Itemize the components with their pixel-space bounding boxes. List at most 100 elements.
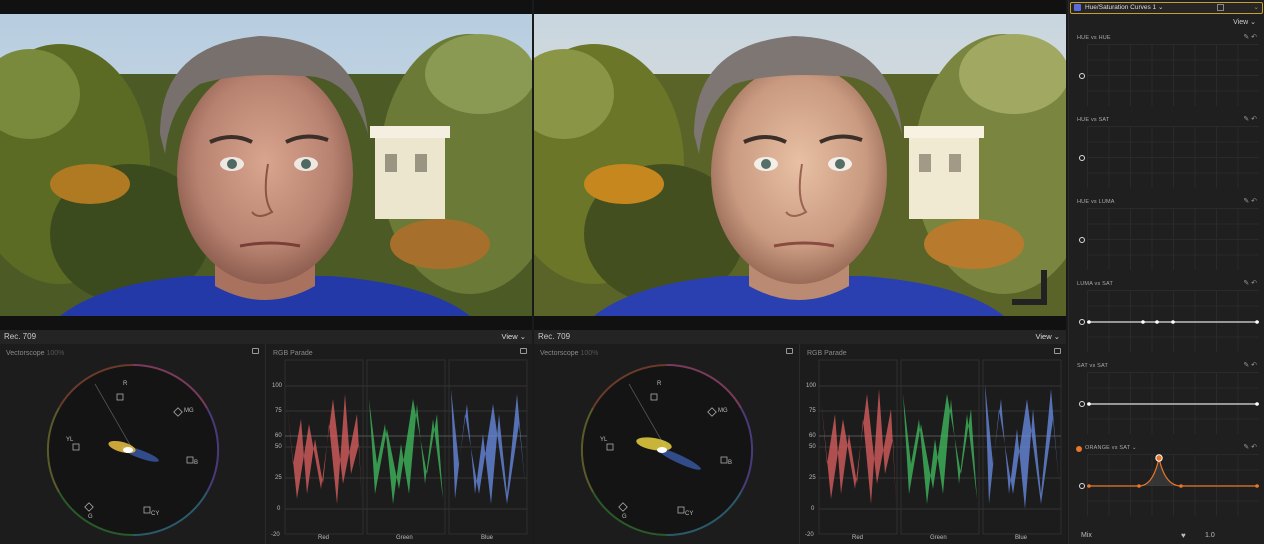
curve-title: SAT vs SAT	[1077, 363, 1109, 369]
vectorscope: Vectorscope 100% R	[534, 344, 800, 544]
curve-luma-vs-sat: LUMA vs SAT ✎ ↶	[1073, 276, 1261, 356]
rgb-parade-title: RGB Parade	[273, 350, 313, 357]
curve-graph[interactable]	[1073, 30, 1261, 110]
orange-swatch-icon[interactable]	[1076, 446, 1082, 452]
curve-title: LUMA vs SAT	[1077, 281, 1114, 287]
viewer-graded	[534, 0, 1066, 330]
parade-channel-blue: Blue	[481, 535, 494, 541]
parade-tick-60: 60	[809, 433, 816, 439]
curve-grid[interactable]	[1087, 126, 1259, 188]
parade-tick-75: 75	[275, 408, 282, 414]
parade-channel-green: Green	[930, 535, 947, 541]
curve-hue-vs-hue: HUE vs HUE ✎ ↶	[1073, 30, 1261, 110]
vectorscope-target-yl: YL	[66, 437, 74, 443]
vectorscope-target-b: B	[728, 460, 733, 466]
mix-control: Mix ♥ 1.0	[1069, 530, 1264, 544]
scope-colorspace-label: Rec. 709	[538, 332, 571, 341]
parade-channel-green: Green	[396, 535, 413, 541]
viewer-image-graded	[534, 14, 1066, 316]
eyedropper-icon[interactable]: ✎ ↶	[1243, 116, 1257, 123]
curve-graph[interactable]	[1073, 276, 1261, 356]
curve-graph[interactable]	[1073, 194, 1261, 274]
rgb-parade-title: RGB Parade	[807, 350, 847, 357]
curve-grid[interactable]	[1087, 44, 1259, 106]
vectorscope-graticule	[580, 363, 754, 537]
scope-view-menu[interactable]: View ⌄	[501, 332, 527, 341]
rgb-parade: RGB Parade 100 75 60 50 25 0	[801, 344, 1066, 544]
inspector-view-menu[interactable]: View ⌄	[1233, 19, 1256, 26]
effect-reset-icon[interactable]	[1217, 4, 1224, 11]
parade-channel-blue: Blue	[1015, 535, 1028, 541]
eyedropper-icon[interactable]: ✎ ↶	[1243, 198, 1257, 205]
curve-title: HUE vs SAT	[1077, 117, 1110, 123]
parade-tick-75: 75	[809, 408, 816, 414]
curve-graph[interactable]	[1073, 440, 1261, 520]
scope-settings-icon[interactable]	[520, 348, 527, 354]
parade-tick-50: 50	[275, 444, 282, 450]
parade-tick-50: 50	[809, 444, 816, 450]
scope-view-menu[interactable]: View ⌄	[1035, 332, 1061, 341]
curve-sat-vs-sat: SAT vs SAT ✎ ↶	[1073, 358, 1261, 438]
curve-graph[interactable]	[1073, 358, 1261, 438]
hue-saturation-inspector: Hue/Saturation Curves 1 ⌄ ⌄ View ⌄ HUE v…	[1068, 0, 1264, 544]
vectorscope-target-g: G	[88, 514, 93, 520]
eyedropper-icon[interactable]: ✎ ↶	[1243, 444, 1257, 451]
parade-channel-red: Red	[318, 535, 330, 541]
vectorscope-target-b: B	[194, 460, 199, 466]
eyedropper-icon[interactable]: ✎ ↶	[1243, 362, 1257, 369]
mix-label: Mix	[1081, 532, 1092, 539]
vectorscope-graticule	[46, 363, 220, 537]
vectorscope-target-yl: YL	[600, 437, 608, 443]
scope-settings-icon[interactable]	[252, 348, 259, 354]
vectorscope-target-mg: MG	[184, 408, 194, 414]
parade-tick-neg20: -20	[805, 532, 814, 538]
curve-grid[interactable]	[1087, 208, 1259, 270]
vectorscope-target-g: G	[622, 514, 627, 520]
parade-tick-25: 25	[809, 475, 816, 481]
rgb-parade: RGB Parade 100 75 60 50 25 0	[267, 344, 532, 544]
vectorscope-target-r: R	[657, 381, 662, 387]
curve-orange-vs-sat: ORANGE vs SAT ⌄ ✎ ↶	[1073, 440, 1261, 520]
viewer-image-original	[0, 14, 532, 316]
vectorscope-title: Vectorscope 100%	[6, 350, 65, 357]
scopes-original: Rec. 709 View ⌄ Vectorscope 100%	[0, 330, 532, 544]
effect-title[interactable]: Hue/Saturation Curves 1 ⌄	[1085, 4, 1164, 11]
parade-tick-60: 60	[275, 433, 282, 439]
curve-hue-vs-luma: HUE vs LUMA ✎ ↶	[1073, 194, 1261, 274]
parade-channel-red: Red	[852, 535, 864, 541]
vectorscope-title: Vectorscope 100%	[540, 350, 599, 357]
parade-tick-neg20: -20	[271, 532, 280, 538]
mix-keyframe-icon[interactable]: ♥	[1181, 531, 1186, 540]
effect-enable-checkbox[interactable]	[1074, 4, 1081, 11]
curve-grid[interactable]	[1087, 372, 1259, 434]
effect-header[interactable]: Hue/Saturation Curves 1 ⌄ ⌄	[1070, 2, 1263, 14]
parade-tick-100: 100	[806, 383, 817, 389]
eyedropper-icon[interactable]: ✎ ↶	[1243, 280, 1257, 287]
scope-settings-icon[interactable]	[1054, 348, 1061, 354]
vectorscope: Vectorscope 100% R	[0, 344, 266, 544]
vectorscope-target-r: R	[123, 381, 128, 387]
rgb-parade-graph	[818, 359, 1062, 535]
curve-title[interactable]: ORANGE vs SAT ⌄	[1085, 445, 1137, 451]
parade-tick-25: 25	[275, 475, 282, 481]
curve-graph[interactable]	[1073, 112, 1261, 192]
mix-value[interactable]: 1.0	[1205, 532, 1215, 539]
chevron-down-icon[interactable]: ⌄	[1253, 4, 1259, 11]
eyedropper-icon[interactable]: ✎ ↶	[1243, 34, 1257, 41]
rgb-parade-graph	[284, 359, 528, 535]
scope-colorspace-label: Rec. 709	[4, 332, 37, 341]
parade-tick-0: 0	[277, 506, 281, 512]
scope-settings-icon[interactable]	[786, 348, 793, 354]
curve-title: HUE vs LUMA	[1077, 199, 1115, 205]
curve-hue-vs-sat: HUE vs SAT ✎ ↶	[1073, 112, 1261, 192]
parade-tick-0: 0	[811, 506, 815, 512]
scopes-graded: Rec. 709 View ⌄ Vectorscope 100%	[534, 330, 1066, 544]
curve-title: HUE vs HUE	[1077, 35, 1111, 41]
parade-tick-100: 100	[272, 383, 283, 389]
scope-header: Rec. 709 View ⌄	[0, 330, 532, 344]
vectorscope-target-cy: CY	[151, 511, 160, 517]
scope-header: Rec. 709 View ⌄	[534, 330, 1066, 344]
vectorscope-target-cy: CY	[685, 511, 694, 517]
vectorscope-target-mg: MG	[718, 408, 728, 414]
